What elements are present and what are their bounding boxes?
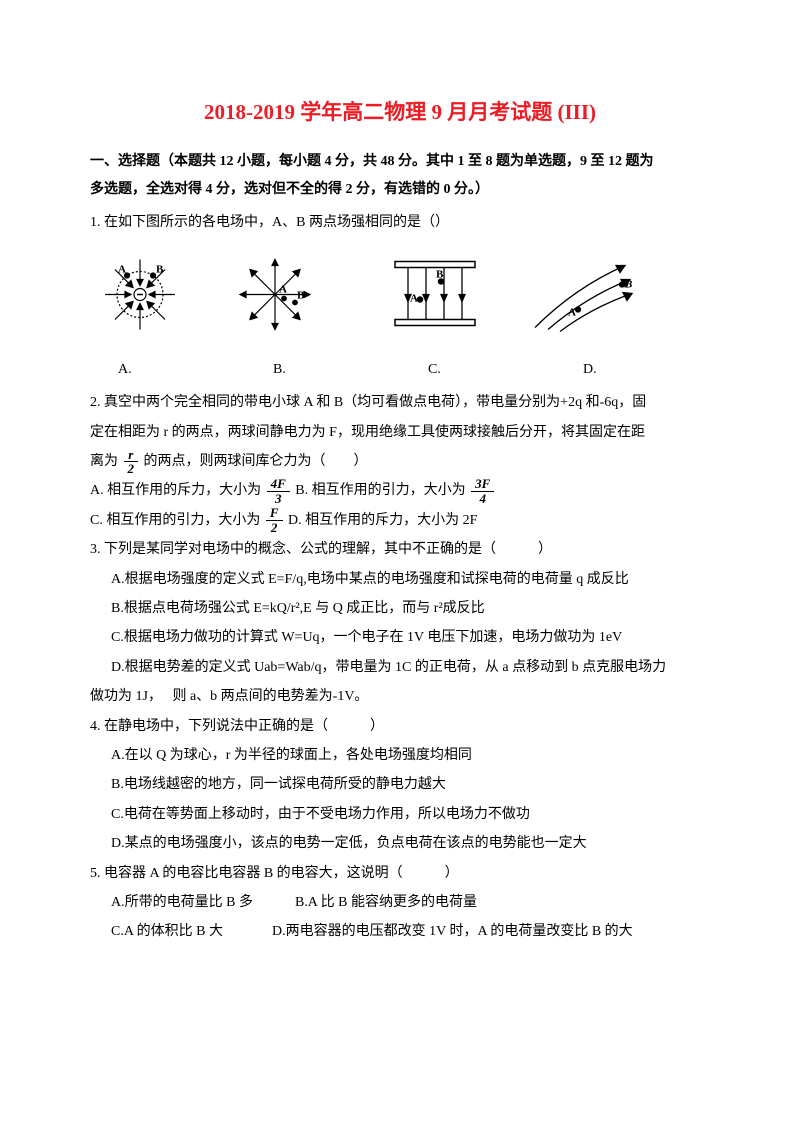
- q2-optA-frac: 4F 3: [267, 477, 290, 505]
- q5-row2: C.A 的体积比 B 大 D.两电容器的电压都改变 1V 时，A 的电荷量改变比…: [90, 917, 710, 946]
- q4-B: B.电场线越密的地方，同一试探电荷所受的静电力越大: [90, 770, 710, 799]
- q2-opts-cd: C. 相互作用的引力，大小为 F 2 D. 相互作用的斥力，大小为 2F: [90, 506, 710, 535]
- q4-C: C.电荷在等势面上移动时，由于不受电场力作用，所以电场力不做功: [90, 800, 710, 829]
- svg-text:A: A: [410, 293, 418, 305]
- frac-num: 3F: [471, 477, 494, 492]
- frac-den: 3: [267, 492, 290, 506]
- q5-stem: 5. 电容器 A 的电容比电容器 B 的电容大，这说明（ ）: [90, 859, 710, 888]
- q1-diagrams: A B A B: [90, 243, 710, 341]
- q3-B: B.根据点电荷场强公式 E=kQ/r²,E 与 Q 成正比，而与 r²成反比: [90, 594, 710, 623]
- q1-label-c: C.: [428, 355, 583, 384]
- q5-C: C.A 的体积比 B 大: [111, 924, 223, 939]
- q1-diagram-a: A B: [105, 260, 175, 330]
- q2-optD: D. 相互作用的斥力，大小为 2F: [288, 513, 477, 528]
- q2-optC-pre: C. 相互作用的引力，大小为: [90, 513, 260, 528]
- svg-text:B: B: [156, 264, 164, 276]
- q4-A: A.在以 Q 为球心，r 为半径的球面上，各处电场强度均相同: [90, 741, 710, 770]
- frac-num: F: [266, 506, 283, 521]
- frac-den: 4: [471, 492, 494, 506]
- q3-D1: D.根据电势差的定义式 Uab=Wab/q，带电量为 1C 的正电荷，从 a 点…: [90, 653, 710, 682]
- q2-opts-ab: A. 相互作用的斥力，大小为 4F 3 B. 相互作用的引力，大小为 3F 4: [90, 476, 710, 505]
- page-title: 2018-2019 学年高二物理 9 月月考试题 (III): [90, 90, 710, 134]
- q3-A: A.根据电场强度的定义式 E=F/q,电场中某点的电场强度和试探电荷的电荷量 q…: [90, 565, 710, 594]
- q4-stem: 4. 在静电场中，下列说法中正确的是（ ）: [90, 712, 710, 741]
- frac-num: r: [124, 448, 139, 463]
- q2-optA-pre: A. 相互作用的斥力，大小为: [90, 483, 261, 498]
- frac-den: 2: [124, 462, 139, 476]
- q2-l3b: 的两点，则两球间库仑力为（ ）: [144, 454, 368, 469]
- q2-optB-pre: B. 相互作用的引力，大小为: [295, 483, 465, 498]
- q2-optB-frac: 3F 4: [471, 477, 494, 505]
- q3-C: C.根据电场力做功的计算式 W=Uq，一个电子在 1V 电压下加速，电场力做功为…: [90, 623, 710, 652]
- q5-A: A.所带的电荷量比 B 多: [111, 895, 253, 910]
- q1-label-a: A.: [118, 355, 273, 384]
- q3-D2: 做功为 1J， 则 a、b 两点间的电势差为-1V。: [90, 682, 710, 711]
- q1-diagram-d: A B: [535, 266, 632, 332]
- q3-stem: 3. 下列是某同学对电场中的概念、公式的理解，其中不正确的是（ ）: [90, 535, 710, 564]
- q1-label-d: D.: [583, 355, 738, 384]
- svg-text:A: A: [118, 264, 126, 276]
- frac-num: 4F: [267, 477, 290, 492]
- exam-page: 2018-2019 学年高二物理 9 月月考试题 (III) 一、选择题（本题共…: [0, 0, 800, 987]
- q1-label-b: B.: [273, 355, 428, 384]
- svg-text:A: A: [568, 307, 576, 319]
- q1-stem: 1. 在如下图所示的各电场中，A、B 两点场强相同的是（）: [90, 208, 710, 237]
- q5-row1: A.所带的电荷量比 B 多 B.A 比 B 能容纳更多的电荷量: [90, 888, 710, 917]
- q2-l3a: 离为: [90, 454, 118, 469]
- section-intro-l2: 多选题，全选对得 4 分，选对但不全的得 2 分，有选错的 0 分。）: [90, 182, 489, 197]
- svg-text:B: B: [624, 279, 632, 291]
- q5-B: B.A 比 B 能容纳更多的电荷量: [295, 895, 477, 910]
- q4-D: D.某点的电场强度小，该点的电势一定低，负点电荷在该点的电势能也一定大: [90, 829, 710, 858]
- q1-option-labels: A. B. C. D.: [90, 355, 738, 384]
- section-intro: 一、选择题（本题共 12 小题，每小题 4 分，共 48 分。其中 1 至 8 …: [90, 148, 710, 204]
- q5-D: D.两电容器的电压都改变 1V 时，A 的电荷量改变比 B 的大: [272, 924, 633, 939]
- svg-text:A: A: [279, 284, 287, 296]
- q2-frac-r2: r 2: [124, 448, 139, 476]
- q2-l1: 2. 真空中两个完全相同的带电小球 A 和 B（均可看做点电荷），带电量分别为+…: [90, 388, 710, 417]
- q2-optC-frac: F 2: [266, 506, 283, 534]
- q2-l2: 定在相距为 r 的两点，两球间静电力为 F，现用绝缘工具使两球接触后分开，将其固…: [90, 418, 710, 447]
- svg-text:B: B: [436, 269, 444, 281]
- section-intro-l1: 一、选择题（本题共 12 小题，每小题 4 分，共 48 分。其中 1 至 8 …: [90, 154, 654, 169]
- q1-diagram-c: A B: [395, 262, 475, 326]
- q1-diagram-b: A B: [240, 260, 310, 330]
- svg-text:B: B: [297, 290, 305, 302]
- q2-l3: 离为 r 2 的两点，则两球间库仑力为（ ）: [90, 447, 710, 476]
- frac-den: 2: [266, 521, 283, 535]
